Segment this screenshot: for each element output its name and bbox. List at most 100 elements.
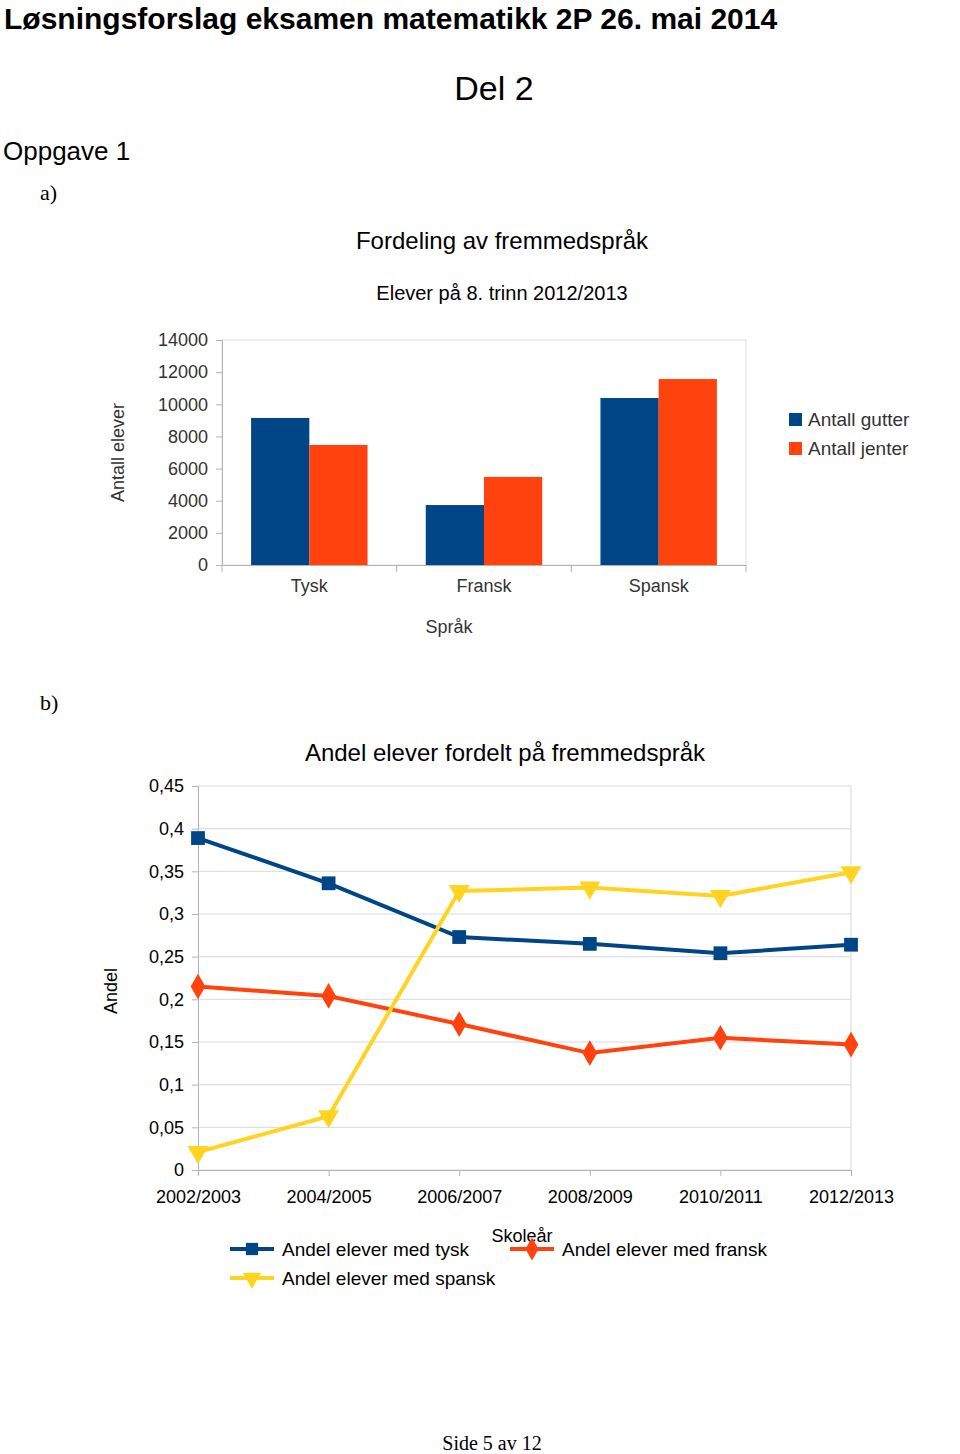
legend-marker: [243, 1273, 262, 1289]
y-tick-label: 0,2: [159, 990, 184, 1010]
x-axis: Tysk Fransk Spansk: [223, 565, 747, 596]
y-tick: 0,45: [149, 776, 198, 796]
part-label: b): [40, 690, 58, 715]
grid-line: [198, 786, 851, 787]
grid-line: [198, 1084, 851, 1085]
legend: Antall gutterAntall jenter: [789, 409, 910, 459]
bar: [484, 477, 542, 565]
x-axis-title: Språk: [425, 617, 473, 637]
y-tick-label: 2000: [168, 523, 208, 543]
y-tick: 2000: [168, 523, 222, 543]
x-axis-line: [199, 1171, 852, 1177]
series-line: [198, 872, 851, 1152]
y-tick-label: 10000: [158, 395, 208, 415]
x-tick: Spansk: [629, 565, 690, 596]
part-label: a): [40, 180, 57, 205]
y-tick-label: 0,3: [159, 904, 184, 924]
legend-marker: [525, 1238, 538, 1261]
x-tick-mark: [459, 1170, 460, 1176]
grid: [198, 786, 851, 1170]
grid-line: [198, 1042, 851, 1043]
grid-line: [198, 956, 851, 957]
legend-label: Antall gutter: [808, 409, 910, 430]
legend-swatch: [789, 442, 802, 455]
y-tick-mark: [192, 914, 198, 915]
marker: [710, 890, 731, 908]
x-tick: 2002/2003: [156, 1170, 241, 1207]
x-tick-label: 2012/2013: [809, 1187, 894, 1207]
separator: [222, 565, 223, 572]
marker: [191, 831, 205, 845]
y-tick: 6000: [168, 459, 222, 479]
y-tick-mark: [216, 565, 222, 566]
y-tick-mark: [216, 436, 222, 437]
grid-line: [198, 999, 851, 1000]
bar: [659, 379, 717, 565]
y-tick-label: 0,25: [149, 947, 184, 967]
legend-label: Andel elever med fransk: [562, 1239, 767, 1260]
page-footer: Side 5 av 12: [442, 1432, 541, 1454]
y-tick-label: 0,35: [149, 862, 184, 882]
x-axis-title: Skoleår: [491, 1226, 552, 1246]
y-tick-mark: [192, 1042, 198, 1043]
y-tick-mark: [216, 533, 222, 534]
x-tick-mark: [590, 1170, 591, 1176]
y-tick: 0,2: [159, 990, 198, 1010]
y-tick-mark: [192, 1085, 198, 1086]
x-tick: 2004/2005: [287, 1170, 372, 1207]
y-tick: 10000: [158, 395, 222, 415]
separator: [571, 565, 572, 572]
marker: [579, 881, 600, 899]
marker: [452, 1011, 467, 1037]
y-tick-mark: [192, 1170, 198, 1171]
y-tick: 4000: [168, 491, 222, 511]
page-canvas: Løsningsforslag eksamen matematikk 2P 26…: [0, 0, 960, 1454]
bar: [251, 418, 309, 565]
page: Løsningsforslag eksamen matematikk 2P 26…: [0, 0, 960, 1454]
series-line: [198, 838, 851, 953]
chart-title: Andel elever fordelt på fremmedspråk: [305, 739, 706, 766]
marker: [452, 930, 466, 944]
task-heading: Oppgave 1: [3, 136, 130, 166]
category-separators: [222, 565, 746, 572]
y-axis-title: Antall elever: [108, 403, 128, 502]
y-tick: 8000: [168, 427, 222, 447]
marker: [321, 983, 336, 1009]
marker: [841, 866, 862, 884]
x-tick-label: 2008/2009: [548, 1187, 633, 1207]
series-line: [198, 987, 851, 1054]
y-tick-label: 12000: [158, 362, 208, 382]
y-tick: 0: [198, 555, 222, 575]
y-tick-mark: [192, 999, 198, 1000]
chart-subtitle: Elever på 8. trinn 2012/2013: [376, 282, 627, 304]
y-tick: 12000: [158, 362, 222, 382]
x-tick: 2008/2009: [548, 1170, 633, 1207]
marker: [449, 885, 470, 903]
page-title: Løsningsforslag eksamen matematikk 2P 26…: [4, 2, 777, 35]
grid-line: [198, 828, 851, 829]
x-axis-line: [223, 565, 747, 566]
y-tick-mark: [216, 372, 222, 373]
y-tick-label: 8000: [168, 427, 208, 447]
marker: [188, 1146, 209, 1164]
marker: [844, 938, 858, 952]
x-tick-label: Tysk: [291, 576, 329, 596]
separator: [396, 565, 397, 572]
y-tick: 0,05: [149, 1118, 198, 1138]
y-tick-mark: [216, 340, 222, 341]
marker: [844, 1032, 859, 1058]
y-axis: 00,050,10,150,20,250,30,350,40,45: [149, 776, 199, 1180]
x-tick: Fransk: [456, 565, 512, 596]
legend-label: Andel elever med spansk: [282, 1268, 496, 1289]
x-tick-mark: [720, 1170, 721, 1176]
x-axis: 2002/20032004/20052006/20072008/20092010…: [156, 1170, 894, 1207]
y-tick-label: 0,4: [159, 819, 184, 839]
x-tick-label: Fransk: [456, 576, 512, 596]
grid-line: [198, 914, 851, 915]
y-tick-mark: [192, 829, 198, 830]
y-tick-label: 0,45: [149, 776, 184, 796]
x-tick: 2006/2007: [417, 1170, 502, 1207]
bar: [426, 505, 484, 565]
y-tick: 0,25: [149, 947, 198, 967]
chart-title: Fordeling av fremmedspråk: [356, 227, 649, 254]
